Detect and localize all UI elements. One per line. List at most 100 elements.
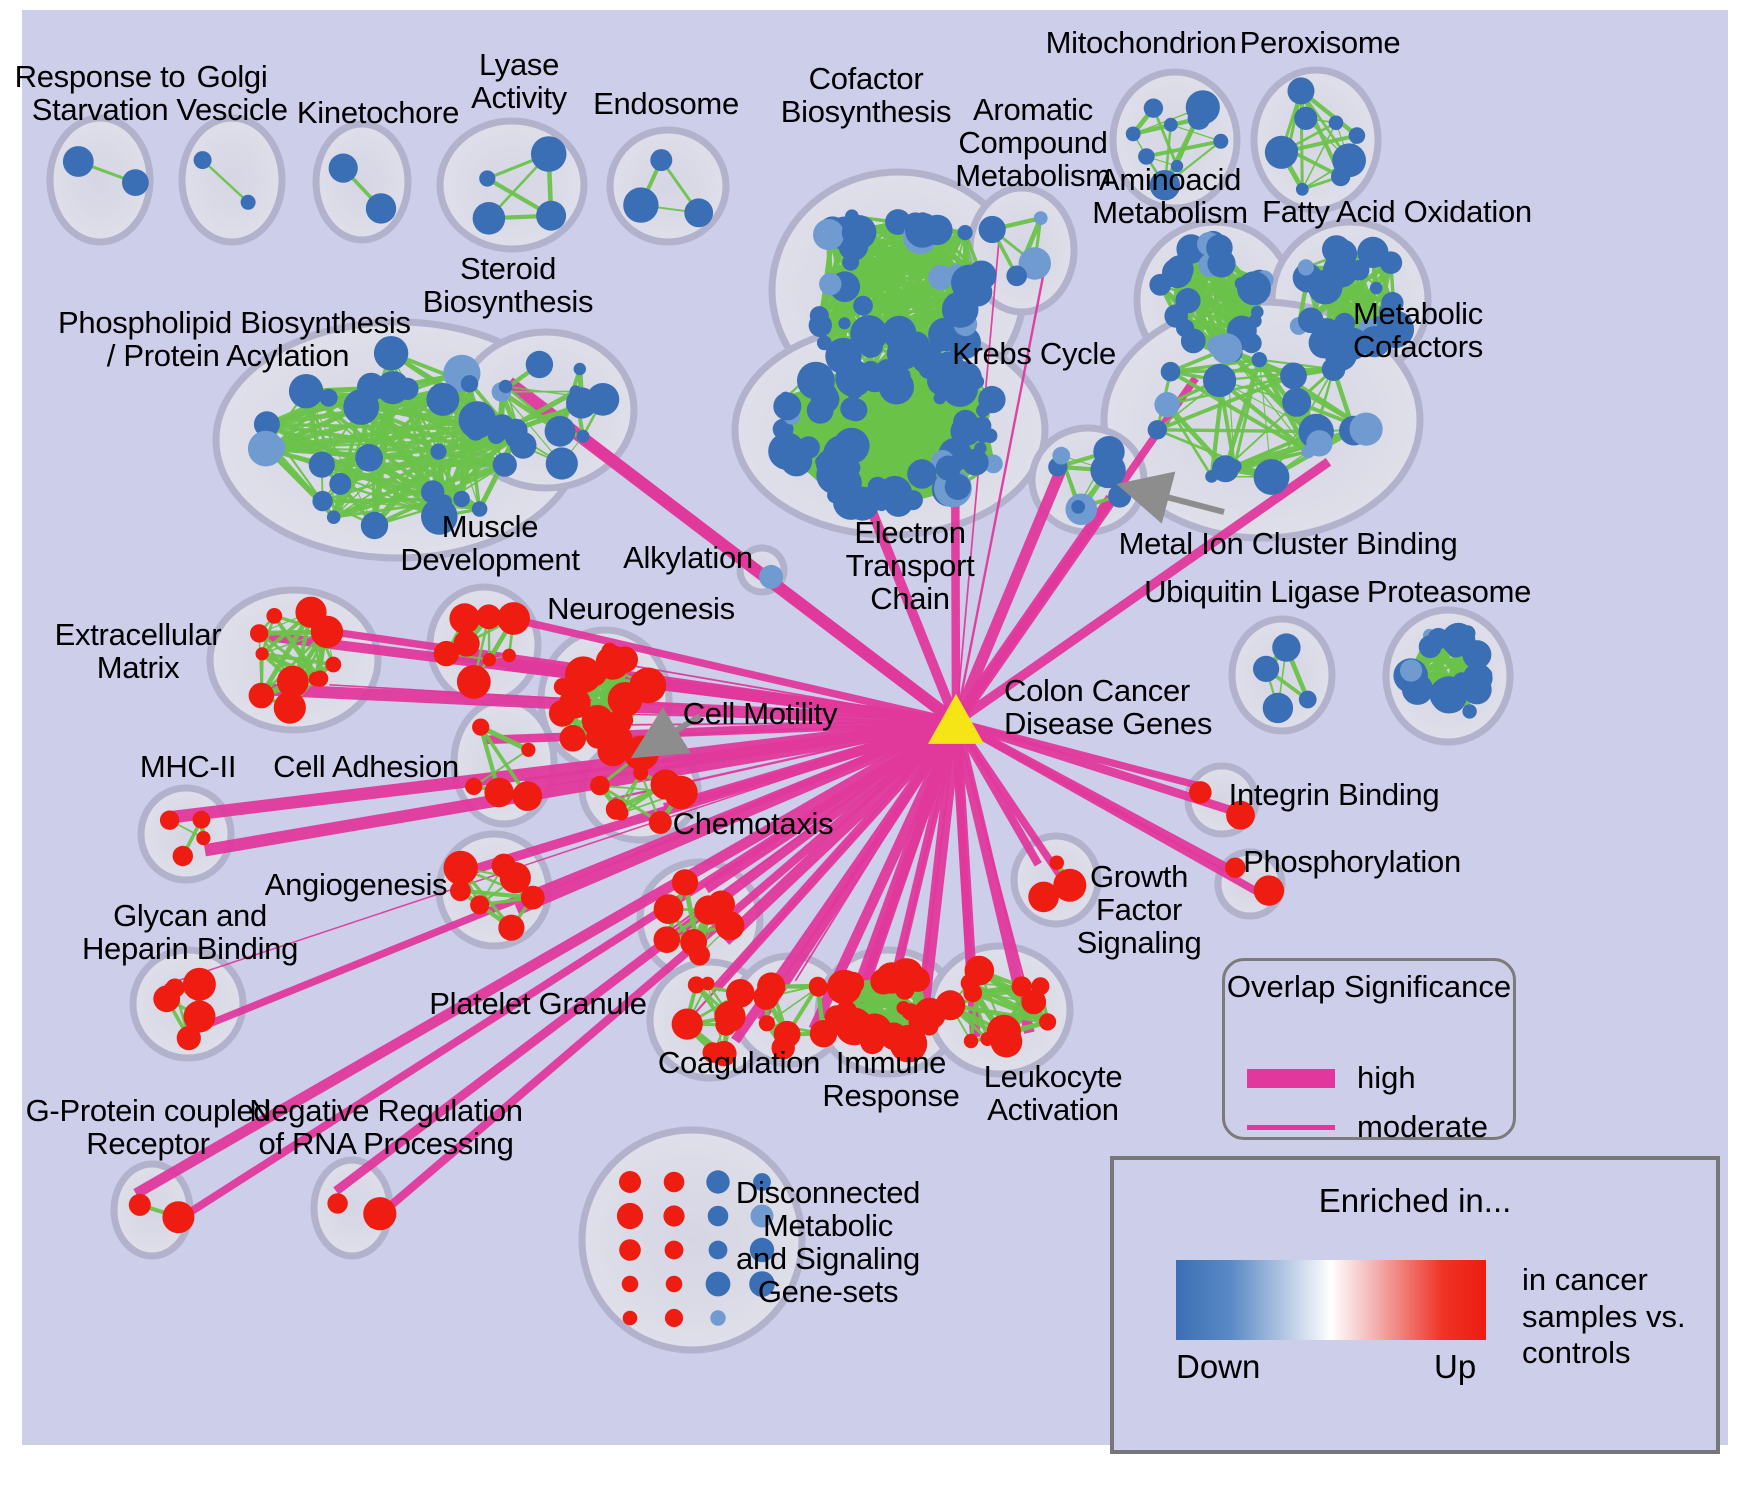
gene-set-node <box>1175 288 1201 314</box>
gene-set-node <box>1053 868 1087 902</box>
gene-set-node <box>886 336 921 370</box>
gene-set-node <box>1160 361 1181 382</box>
gene-set-node <box>396 377 419 400</box>
cluster-label-aromatic-compound-metabolism: Aromatic Compound Metabolism <box>955 92 1111 194</box>
gene-set-node <box>273 691 306 724</box>
gene-set-node <box>680 929 707 956</box>
gene-set-node <box>1090 452 1126 489</box>
edge-intra-cluster <box>823 275 942 345</box>
edge-hub-moderate <box>611 661 957 723</box>
gene-set-node <box>663 1171 685 1193</box>
gene-set-node <box>1189 781 1212 804</box>
gene-set-node <box>1349 412 1383 446</box>
edge-intra-cluster <box>431 435 518 494</box>
gene-set-node <box>1297 259 1314 276</box>
gene-set-node <box>773 392 802 421</box>
gene-set-node <box>1049 855 1065 870</box>
edge-intra-cluster <box>1156 374 1295 432</box>
gene-set-node <box>1213 133 1229 149</box>
edge-hub-high <box>952 721 975 988</box>
cluster-label-phosphorylation: Phosphorylation <box>1243 844 1461 879</box>
gene-set-node <box>673 1014 697 1039</box>
cluster-label-cell-motility: Cell Motility <box>682 696 838 731</box>
cluster-label-endosome: Endosome <box>593 86 739 121</box>
gene-set-node <box>1006 265 1027 287</box>
gene-set-node <box>162 1201 195 1234</box>
gene-set-node <box>750 1204 774 1228</box>
gene-set-node <box>1028 881 1059 913</box>
gene-set-node <box>1301 444 1315 459</box>
arrow-cell-motility <box>630 707 702 759</box>
gene-set-node <box>893 367 911 385</box>
cluster-label-neurogenesis: Neurogenesis <box>547 591 735 626</box>
gene-set-node <box>165 978 185 998</box>
legend-label-high: high <box>1357 1060 1416 1095</box>
edge-intra-cluster <box>1301 122 1337 190</box>
gene-set-node <box>1225 857 1246 878</box>
gene-set-node <box>819 272 842 296</box>
cluster-label-alkylation: Alkylation <box>623 540 753 575</box>
edge-hub-high <box>712 718 960 992</box>
edge-intra-cluster <box>322 436 517 503</box>
gene-set-node <box>240 194 256 210</box>
gene-set-node <box>453 490 470 508</box>
cluster-halo <box>312 120 412 244</box>
edge-intra-cluster <box>479 724 530 753</box>
gene-set-node <box>471 501 488 517</box>
gene-set-node <box>521 742 536 757</box>
gene-set-node <box>1298 690 1317 709</box>
gene-set-node <box>845 486 880 521</box>
gene-set-node <box>1253 459 1290 495</box>
gene-set-node <box>964 955 995 986</box>
gene-set-node <box>619 1239 641 1261</box>
edge-hub-high <box>950 494 1117 726</box>
cluster-halo <box>436 117 588 253</box>
gene-set-node <box>310 615 344 649</box>
gene-set-node <box>1237 271 1271 306</box>
gene-set-node <box>702 1042 724 1063</box>
edge-intra-cluster <box>949 1002 1049 1025</box>
cluster-label-golgi-vescicle: Golgi Vescicle <box>176 59 288 128</box>
gene-set-node <box>944 473 971 500</box>
gene-set-node <box>328 153 358 183</box>
gene-set-node <box>922 214 953 246</box>
legend-overlap-row-moderate: moderate <box>1247 1109 1488 1145</box>
legend-gradient-low-label: Down <box>1176 1348 1261 1385</box>
gene-set-node <box>288 374 324 409</box>
gene-set-node <box>450 880 471 902</box>
gene-set-node <box>753 1173 771 1191</box>
gene-set-node <box>472 202 506 235</box>
gene-set-node <box>509 432 537 459</box>
legend-overlap-title: Overlap Significance <box>1226 969 1512 1004</box>
gene-set-node <box>905 967 930 992</box>
gene-set-node <box>327 1193 348 1214</box>
gene-set-node <box>512 781 543 811</box>
gene-set-node <box>684 198 714 228</box>
edge-hub-high <box>953 457 1332 726</box>
gene-set-node <box>1138 148 1155 165</box>
gene-set-node <box>545 447 578 480</box>
edge-hub-moderate <box>638 686 957 723</box>
cluster-label-metabolic-cofactors: Metabolic Cofactors <box>1353 296 1483 365</box>
gene-set-node <box>665 1275 683 1293</box>
hub-node-colon-cancer-disease-genes <box>928 694 984 744</box>
gene-set-node <box>853 295 873 316</box>
edge-intra-cluster <box>273 615 322 680</box>
edge-intra-cluster <box>372 449 441 528</box>
edge-hub-high <box>852 719 963 993</box>
gene-set-node <box>653 894 684 924</box>
gene-set-node <box>1278 140 1299 160</box>
gene-set-node <box>810 384 840 414</box>
gene-set-node <box>958 371 976 389</box>
gene-set-node <box>360 511 389 540</box>
gene-set-node <box>976 403 990 418</box>
edge-intra-cluster <box>1170 367 1334 374</box>
gene-set-node <box>1170 159 1184 173</box>
cluster-label-fatty-acid-oxidation: Fatty Acid Oxidation <box>1262 194 1532 229</box>
cluster-halo <box>178 114 286 246</box>
gene-set-node <box>986 1014 1022 1049</box>
cluster-label-integrin-binding: Integrin Binding <box>1228 777 1440 812</box>
gene-set-node <box>1287 77 1315 105</box>
gene-set-node <box>710 1310 726 1326</box>
gene-set-node <box>842 253 860 271</box>
